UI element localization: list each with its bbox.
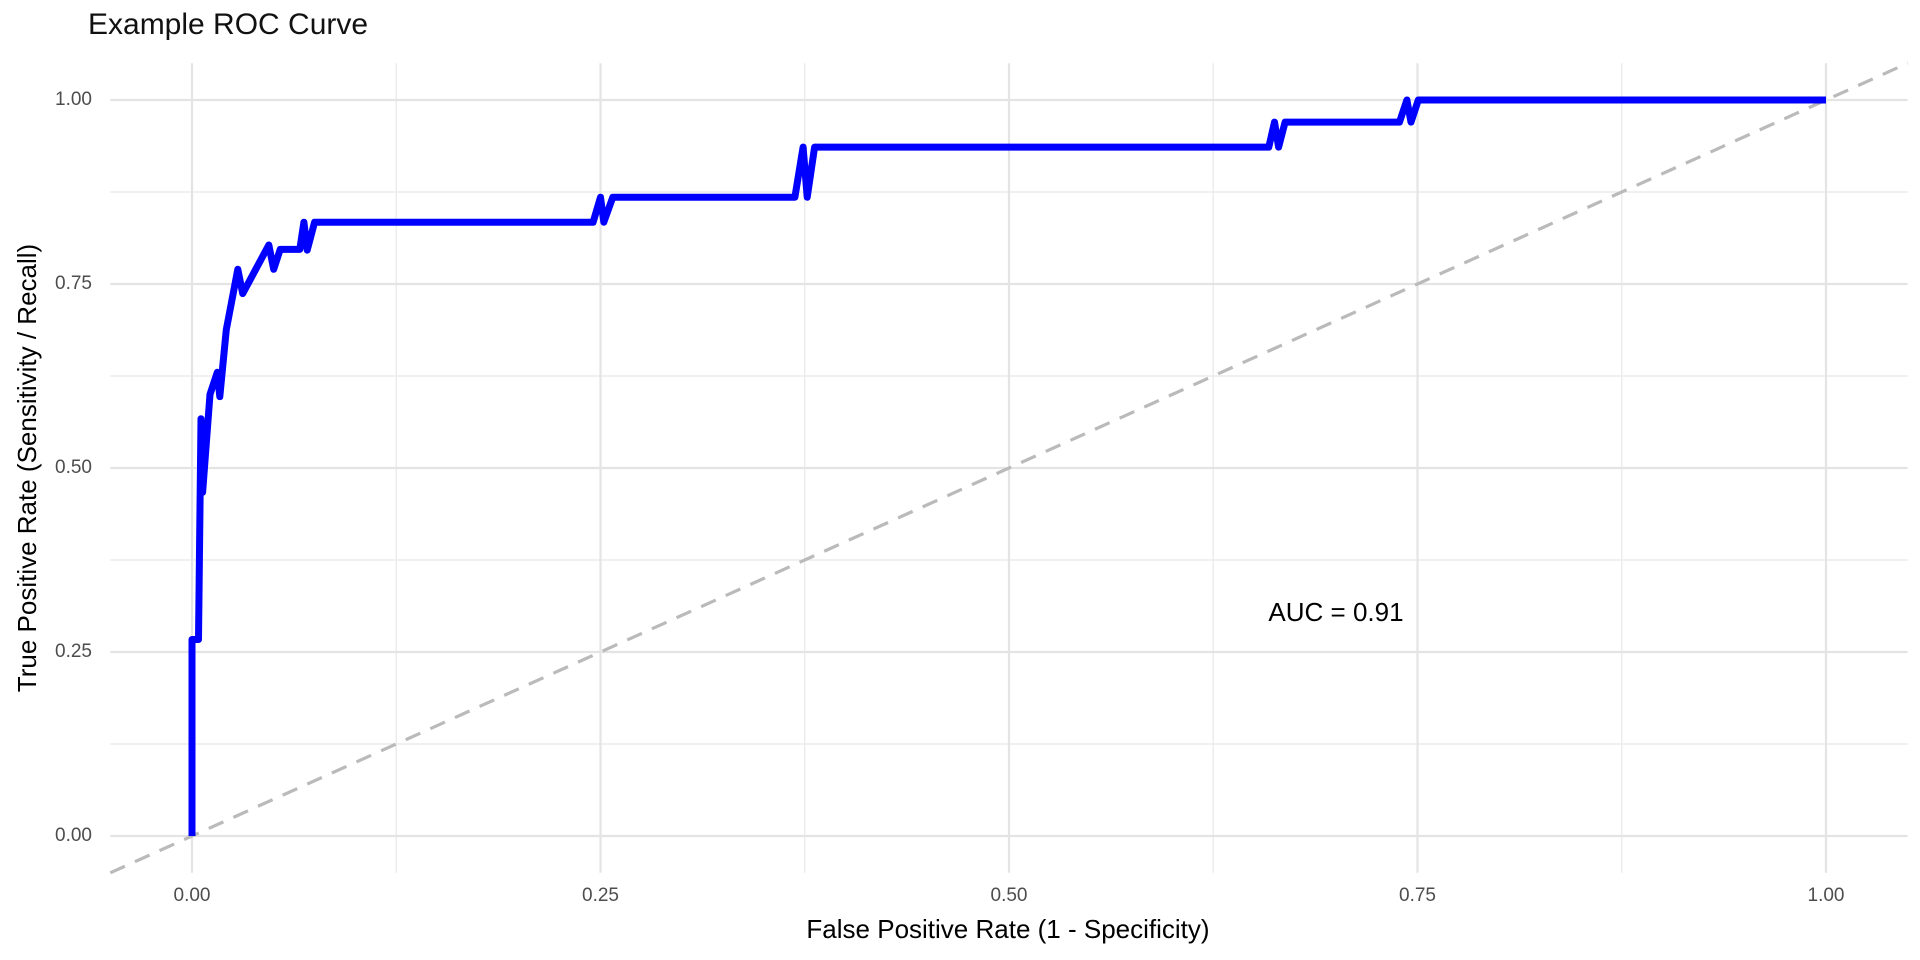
x-tick-label: 0.25 (582, 885, 619, 906)
y-tick-label: 0.50 (55, 457, 92, 478)
y-tick-label: 0.75 (55, 273, 92, 294)
x-tick-label: 0.75 (1399, 885, 1436, 906)
x-axis-title: False Positive Rate (1 - Specificity) (806, 914, 1210, 944)
auc-annotation: AUC = 0.91 (1268, 597, 1404, 627)
y-tick-label: 0.25 (55, 641, 92, 662)
x-tick-label: 1.00 (1807, 885, 1845, 906)
x-tick-label: 0.00 (173, 885, 211, 906)
diagonal-reference-line (109, 61, 1909, 875)
roc-curve-line (188, 96, 1826, 836)
y-tick-label: 1.00 (55, 89, 92, 110)
y-tick-label: 0.00 (55, 825, 92, 846)
y-axis-title: True Positive Rate (Sensitivity / Recall… (12, 243, 42, 693)
chart-title: Example ROC Curve (88, 8, 369, 41)
x-tick-label: 0.50 (990, 885, 1028, 906)
